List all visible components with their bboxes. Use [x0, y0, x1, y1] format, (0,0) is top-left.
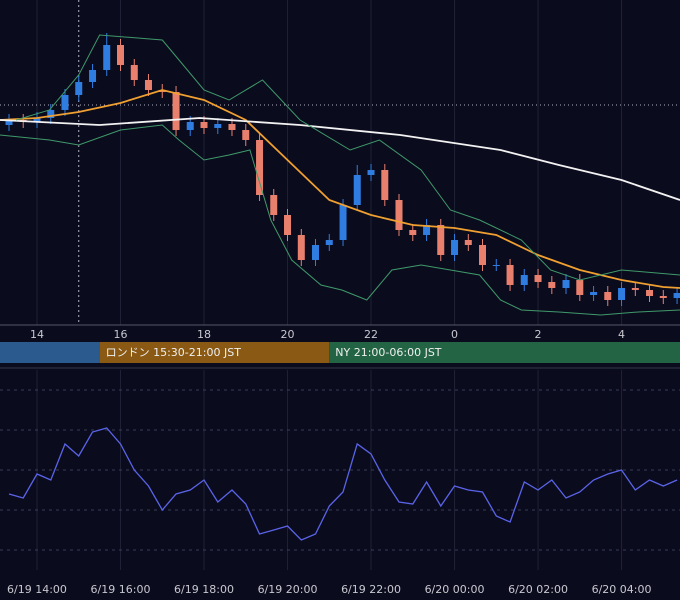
x-tick-label: 6/19 14:00	[7, 583, 67, 596]
candle-body	[214, 124, 222, 128]
candle-body	[673, 293, 680, 298]
candle-body	[5, 120, 13, 125]
x-tick-label: 0	[451, 328, 458, 341]
candle-body	[61, 95, 69, 110]
candle-body	[479, 245, 487, 265]
candle-body	[339, 205, 347, 240]
x-tick-label: 6/19 16:00	[91, 583, 151, 596]
candle-body	[395, 200, 403, 230]
candle-body	[117, 45, 125, 65]
candle-body	[492, 265, 500, 266]
session-label: NY 21:00-06:00 JST	[335, 346, 442, 359]
candle-body	[103, 45, 111, 70]
candle-body	[172, 92, 180, 130]
overlay-line	[0, 89, 680, 289]
x-tick-label: 16	[114, 328, 128, 341]
candle-body	[367, 170, 375, 175]
candle-body	[506, 265, 514, 285]
x-tick-label: 6/19 20:00	[258, 583, 318, 596]
candle-body	[659, 296, 667, 298]
candle-body	[75, 82, 83, 95]
x-tick-label: 6/20 02:00	[508, 583, 568, 596]
candle-body	[464, 240, 472, 245]
candle-body	[130, 65, 138, 80]
candle-body	[89, 70, 97, 82]
candle-body	[144, 80, 152, 90]
overlay-line	[0, 117, 680, 201]
candle-body	[437, 225, 445, 255]
candle-body	[590, 292, 598, 295]
candle-body	[297, 235, 305, 260]
candle-body	[256, 140, 264, 195]
candle-body	[534, 275, 542, 282]
candle-body	[353, 175, 361, 205]
candle-body	[311, 245, 319, 260]
candle-body	[325, 240, 333, 245]
x-tick-label: 6/19 22:00	[341, 583, 401, 596]
candle-body	[618, 288, 626, 300]
labels: 14 16 18 20 22 0 2 4 6/19 14:00 6/19 16:00 6/19 18…	[7, 328, 651, 596]
session-bar: ロンドン 15:30-21:00 JST NY 21:00-06:00 JST	[0, 342, 680, 363]
candle-body	[158, 90, 166, 92]
price-pane	[0, 0, 680, 325]
overlay-line	[0, 124, 680, 316]
candle-body	[423, 225, 431, 235]
candle-body	[548, 282, 556, 288]
indicator-line	[8, 427, 678, 541]
candle-body	[47, 110, 55, 118]
candle-body	[242, 130, 250, 140]
session-band	[99, 342, 330, 363]
x-tick-label: 14	[30, 328, 44, 341]
x-tick-label: 18	[197, 328, 211, 341]
session-band	[0, 342, 100, 363]
session-label: ロンドン 15:30-21:00 JST	[106, 346, 242, 359]
x-tick-label: 6/19 18:00	[174, 583, 234, 596]
candle-body	[562, 280, 570, 288]
candle-body	[33, 118, 41, 122]
x-tick-label: 2	[535, 328, 542, 341]
x-tick-label: 20	[281, 328, 295, 341]
x-tick-label: 6/20 00:00	[425, 583, 485, 596]
candle-body	[451, 240, 459, 255]
candle-body	[284, 215, 292, 235]
candle-body	[200, 122, 208, 128]
x-tick-label: 22	[364, 328, 378, 341]
candle-body	[228, 124, 236, 130]
x-tick-label: 6/20 04:00	[592, 583, 652, 596]
overlay-line	[15, 34, 680, 281]
candle-body	[576, 280, 584, 295]
candle-body	[520, 275, 528, 285]
session-band	[329, 342, 680, 363]
candle-body	[186, 122, 194, 130]
candle-body	[409, 230, 417, 235]
indicator-pane	[0, 370, 680, 570]
x-tick-label: 4	[618, 328, 625, 341]
candle-body	[381, 170, 389, 200]
candle-body	[604, 292, 612, 300]
candle-body	[646, 290, 654, 296]
candle-body	[631, 288, 639, 290]
candle-body	[270, 195, 278, 215]
